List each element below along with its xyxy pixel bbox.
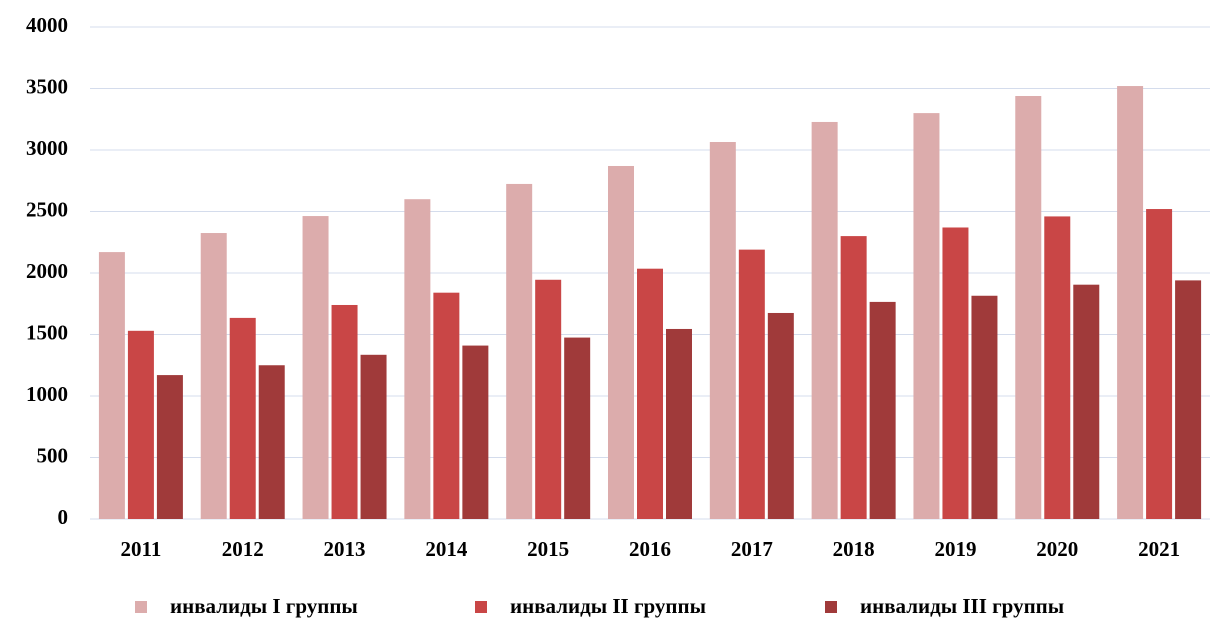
- x-tick-label: 2021: [1138, 537, 1180, 561]
- bar: [200, 233, 227, 519]
- bar: [1146, 209, 1173, 520]
- y-tick-label: 0: [58, 505, 69, 529]
- legend-label: инвалиды II группы: [510, 594, 706, 618]
- bar: [1044, 216, 1071, 520]
- bar: [404, 199, 431, 519]
- bar: [1117, 86, 1144, 519]
- bar: [258, 365, 285, 519]
- bar: [127, 330, 154, 519]
- x-tick-label: 2019: [934, 537, 976, 561]
- bar: [811, 121, 838, 520]
- bar: [433, 292, 460, 519]
- bar: [331, 304, 358, 519]
- bar: [564, 337, 591, 519]
- bar: [608, 165, 634, 520]
- bar: [913, 113, 940, 519]
- legend-swatch: [135, 601, 147, 613]
- y-tick-label: 2000: [26, 259, 68, 283]
- x-tick-label: 2017: [731, 537, 773, 561]
- bar: [1175, 280, 1202, 519]
- bar: [506, 183, 533, 519]
- x-tick-label: 2014: [425, 537, 468, 561]
- bar: [156, 375, 183, 519]
- bar: [360, 354, 387, 519]
- y-tick-label: 4000: [26, 13, 68, 37]
- bar: [971, 295, 998, 519]
- bar: [535, 279, 562, 519]
- bar: [738, 249, 765, 519]
- x-tick-label: 2015: [527, 537, 569, 561]
- x-tick-label: 2016: [629, 537, 671, 561]
- bar: [666, 328, 692, 519]
- y-tick-label: 2500: [26, 197, 68, 221]
- x-tick-label: 2018: [833, 537, 875, 561]
- y-tick-label: 3000: [26, 136, 68, 160]
- legend-label: инвалиды I группы: [170, 594, 358, 618]
- bar: [98, 252, 125, 519]
- bar: [229, 317, 256, 519]
- x-tick-label: 2013: [324, 537, 366, 561]
- bar: [462, 345, 489, 519]
- bar: [1073, 284, 1100, 519]
- bar: [302, 216, 329, 519]
- legend-swatch: [475, 601, 487, 613]
- bar: [637, 268, 663, 519]
- legend-swatch: [825, 601, 837, 613]
- y-tick-label: 1500: [26, 320, 68, 344]
- bar: [1015, 96, 1042, 520]
- bar: [869, 301, 896, 519]
- x-tick-label: 2011: [120, 537, 161, 561]
- x-tick-label: 2020: [1036, 537, 1078, 561]
- bar: [840, 236, 867, 519]
- bar: [942, 227, 969, 520]
- y-tick-label: 1000: [26, 382, 68, 406]
- bar: [767, 312, 794, 519]
- y-tick-label: 500: [37, 443, 69, 467]
- x-tick-label: 2012: [222, 537, 264, 561]
- bar: [709, 142, 736, 519]
- legend-label: инвалиды III группы: [860, 594, 1064, 618]
- y-tick-label: 3500: [26, 74, 68, 98]
